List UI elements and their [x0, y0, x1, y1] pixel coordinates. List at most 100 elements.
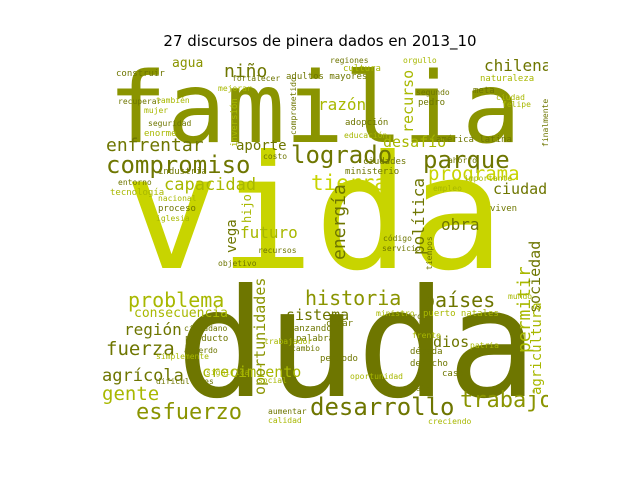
word-trabajo: trabajo [460, 388, 548, 413]
word-codigo: código [383, 234, 412, 243]
word-ministro: ministro [376, 309, 415, 318]
word-ciudad: ciudad [493, 180, 548, 198]
word-ahorro: ahorro [448, 156, 477, 165]
word-fortalecer: fortalecer [232, 74, 281, 83]
word-mundo: mundo [508, 292, 533, 301]
word-america-latina: américa latina [436, 135, 512, 145]
word-cultura: cultura [343, 64, 381, 74]
word-logrado: logrado [291, 141, 393, 169]
word-objetivo: objetivo [218, 259, 257, 268]
word-orgullo: orgullo [403, 56, 437, 65]
word-tierra: tierra [311, 171, 387, 195]
word-nino: niño [224, 61, 268, 82]
word-ciudad-small: ciudad [496, 93, 525, 102]
word-centro: centro [393, 312, 422, 321]
word-pedro: pedro [418, 98, 446, 108]
word-desarrollo: desarrollo [310, 393, 455, 421]
word-hijo: hijo [240, 194, 254, 223]
word-compromiso: compromiso [106, 151, 251, 179]
word-decada: década [410, 347, 443, 357]
word-entorno: entorno [118, 178, 152, 187]
word-futuro: futuro [240, 223, 298, 242]
word-meta: meta [473, 86, 495, 96]
word-aumentar: aumentar [268, 407, 307, 416]
word-nacional: nacional [158, 194, 197, 203]
word-recurso: recurso [399, 69, 417, 133]
word-frente: frente [412, 331, 441, 340]
word-mejorar: mejorar [218, 84, 252, 93]
word-caso: caso [442, 369, 464, 379]
word-tambien: también [156, 96, 190, 105]
word-puerto-natales: puerto natales [423, 309, 499, 319]
word-inversion: inversión [230, 98, 240, 147]
word-periodo: período [320, 354, 358, 364]
word-fuerza: fuerza [106, 338, 175, 360]
word-enfrentar: enfrentar [106, 135, 204, 156]
word-iglesia: iglesia [156, 214, 190, 223]
word-aporte: aporte [236, 138, 287, 154]
word-palabra: palabra [296, 334, 334, 344]
word-seguridad: seguridad [148, 119, 192, 128]
word-regiones: regiones [330, 56, 369, 65]
word-recuperar: recuperar [118, 97, 162, 106]
word-esfuerzo: esfuerzo [136, 400, 242, 425]
word-segundo: segundo [416, 88, 450, 97]
word-producto: producto [185, 334, 229, 344]
word-ano: año [416, 384, 431, 393]
word-agricultura: agricultura [529, 302, 545, 395]
word-recursos: recursos [258, 246, 297, 255]
word-parque: parque [423, 146, 510, 174]
page-title: 27 discursos de pinera dados en 2013_10 [163, 32, 477, 50]
word-derecho: derecho [410, 359, 448, 369]
word-avanzando: avanzando [283, 324, 332, 334]
word-consecuencia: consecuencia [134, 306, 228, 321]
word-historia: historia [305, 286, 402, 310]
word-crecimiento: crecimiento [202, 363, 302, 381]
word-programa: programa [428, 163, 520, 185]
word-desafio: desafío [383, 133, 447, 151]
word-calidad: calidad [268, 416, 302, 425]
word-duda: duda [176, 258, 538, 428]
word-vega: vega [224, 219, 240, 253]
word-obra: obra [441, 215, 480, 234]
word-simplemente: simplemente [156, 352, 209, 361]
word-patria: patria [470, 341, 499, 350]
word-ciudadano: ciudadano [184, 324, 228, 333]
word-familia: familia [108, 55, 522, 166]
word-mujer: mujer [144, 106, 169, 115]
word-chilena: chilena [484, 56, 548, 75]
word-proceso: proceso [158, 204, 196, 214]
word-tiempos: tiempos [425, 236, 434, 270]
word-dificultades: dificultades [156, 377, 214, 386]
word-crear: crear [326, 319, 354, 329]
word-enorme: enorme [144, 129, 177, 139]
word-ministerio: ministerio [345, 167, 400, 177]
word-capacidad: capacidad [164, 175, 257, 195]
word-problema: problema [128, 288, 225, 312]
word-energia: energía [329, 184, 350, 260]
word-educacion: educación [344, 131, 388, 140]
word-felipe: felipe [502, 100, 531, 109]
word-empleo: empleo [433, 184, 462, 193]
word-cambio: cambio [291, 344, 320, 353]
word-region: región [124, 320, 182, 339]
word-trabajador: trabajador [264, 337, 313, 346]
word-vida: vida [124, 122, 505, 306]
word-ciudades: ciudades [363, 157, 407, 167]
word-construir: construir [116, 69, 165, 79]
word-razon: razón [318, 95, 367, 114]
word-acuerdo: acuerdo [184, 346, 218, 355]
word-agricola: agrícola [102, 366, 184, 386]
word-industria: industria [158, 167, 207, 177]
word-naturaleza: naturaleza [480, 74, 535, 84]
word-social: social [258, 376, 287, 385]
word-dios: dios [433, 333, 470, 351]
word-creciendo: creciendo [428, 417, 472, 426]
word-agua: agua [172, 56, 204, 71]
word-viven: viven [490, 204, 518, 214]
word-sistema: sistema [286, 306, 350, 324]
word-importante: importante [464, 174, 513, 183]
word-significa: significa [206, 368, 250, 377]
word-adultos-mayores: adultos mayores [286, 72, 368, 82]
word-paises: países [423, 288, 496, 312]
